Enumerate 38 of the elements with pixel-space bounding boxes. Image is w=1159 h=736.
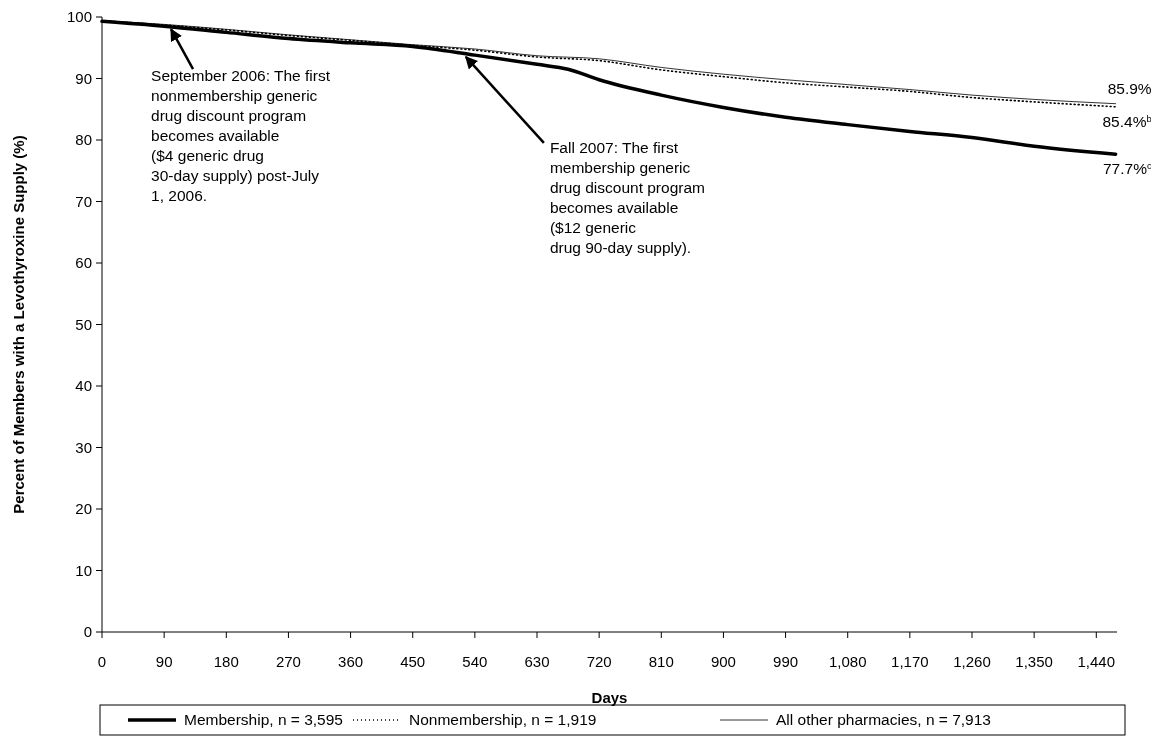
x-tick-label: 90 (155, 653, 173, 670)
y-tick-label: 50 (75, 315, 92, 333)
x-axis-title: Days (591, 689, 628, 706)
y-tick-label: 30 (75, 438, 92, 456)
y-tick-label: 60 (75, 254, 92, 272)
legend-label: Nonmembership, n = 1,919 (409, 711, 597, 729)
y-tick-label: 10 (75, 561, 92, 579)
y-axis-title: Percent of Members with a Levothyroxine Supply (%) (10, 135, 27, 514)
y-tick-label: 80 (75, 131, 92, 149)
x-tick-label: 1,080 (828, 653, 867, 670)
x-tick-label: 270 (275, 653, 301, 670)
annotation: 77.7%$^{c}$ (1103, 160, 1152, 178)
legend-label: Membership, n = 3,595 (184, 711, 343, 729)
y-tick-label: 0 (83, 623, 92, 641)
x-tick-label: 900 (710, 653, 736, 670)
x-tick-label: 180 (213, 653, 239, 670)
annotation: 85.9% (1107, 79, 1152, 97)
legend-label: All other pharmacies, n = 7,913 (776, 711, 991, 729)
y-tick-label: 90 (75, 69, 92, 87)
x-tick-label: 360 (338, 653, 364, 670)
x-tick-label: 1,350 (1015, 653, 1053, 670)
x-tick-label: 810 (648, 653, 674, 670)
x-tick-label: 450 (400, 653, 426, 670)
x-tick-label: 1,260 (953, 653, 991, 670)
y-tick-label: 70 (75, 192, 92, 210)
y-tick-label: 40 (75, 377, 92, 395)
y-tick-label: 100 (66, 8, 92, 26)
x-tick-label: 0 (97, 653, 107, 670)
annotation: 85.4%$^{b}$ (1102, 112, 1152, 130)
x-tick-label: 630 (524, 653, 550, 670)
x-tick-label: 720 (586, 653, 612, 670)
annotation: Fall 2007: The first membership generic drug discount program becomes available ($12 generic drug 90-day supply). (549, 138, 705, 256)
x-tick-label: 990 (773, 653, 799, 670)
annotation: September 2006: The first nonmembership generic drug discount program becomes available ($4 generic drug 30-day supply) post-July 1, 2006. (151, 67, 331, 205)
x-tick-label: 1,170 (891, 653, 929, 670)
y-tick-label: 20 (75, 500, 92, 518)
x-tick-label: 1,440 (1077, 653, 1116, 670)
x-tick-label: 540 (462, 653, 488, 670)
